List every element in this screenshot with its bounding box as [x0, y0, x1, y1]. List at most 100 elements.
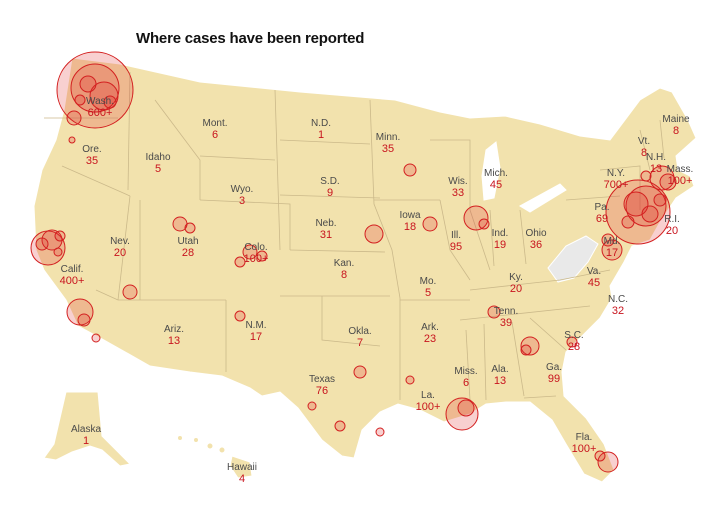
state-count-n-d: 1	[318, 129, 324, 141]
state-count-n-h: 13	[650, 163, 662, 175]
west-virginia-shape	[547, 235, 599, 283]
state-name-wis: Wis.	[448, 176, 467, 187]
case-bubble	[103, 95, 117, 109]
case-bubble	[566, 336, 578, 348]
case-bubble	[605, 179, 671, 245]
state-name-ga: Ga.	[546, 362, 562, 373]
case-bubble	[79, 75, 97, 93]
case-bubble	[463, 205, 489, 231]
case-bubble	[68, 136, 76, 144]
state-count-maine: 8	[673, 125, 679, 137]
state-count-wis: 33	[452, 187, 464, 199]
state-name-n-c: N.C.	[608, 294, 628, 305]
case-bubble	[403, 163, 417, 177]
case-bubble	[640, 170, 652, 182]
state-count-la: 100+	[416, 401, 441, 413]
case-bubble	[601, 233, 615, 247]
state-count-fla: 100+	[572, 443, 597, 455]
state-name-calif: Calif.	[61, 264, 84, 275]
state-count-utah: 28	[182, 247, 194, 259]
state-count-mont: 6	[212, 129, 218, 141]
case-bubble	[422, 216, 438, 232]
state-count-ga: 99	[548, 373, 560, 385]
case-bubble	[623, 191, 649, 217]
state-name-ore: Ore.	[82, 144, 101, 155]
state-name-md: Md.	[604, 236, 621, 247]
state-count-kan: 8	[341, 269, 347, 281]
state-name-utah: Utah	[177, 236, 198, 247]
case-bubble	[594, 450, 606, 462]
lake-erie	[518, 183, 567, 213]
case-bubble	[520, 344, 532, 356]
state-count-tenn: 39	[500, 317, 512, 329]
case-bubble	[364, 224, 384, 244]
contiguous-us-land	[33, 57, 697, 483]
state-name-colo: Colo.	[244, 242, 267, 253]
state-count-neb: 31	[320, 229, 332, 241]
case-bubble	[234, 310, 246, 322]
state-name-mass: Mass.	[667, 164, 694, 175]
state-count-ariz: 13	[168, 335, 180, 347]
case-bubble	[234, 256, 246, 268]
case-bubble	[91, 333, 101, 343]
case-bubble	[184, 222, 196, 234]
state-name-va: Va.	[587, 266, 601, 277]
case-bubble	[353, 365, 367, 379]
state-name-iowa: Iowa	[399, 210, 421, 221]
case-bubble	[89, 81, 119, 111]
state-count-ky: 20	[510, 283, 522, 295]
case-bubble	[307, 401, 317, 411]
case-bubble	[334, 420, 346, 432]
state-count-ind: 19	[494, 239, 506, 251]
state-count-nev: 20	[114, 247, 126, 259]
state-count-md: 17	[606, 247, 618, 259]
state-count-va: 45	[588, 277, 600, 289]
state-name-idaho: Idaho	[145, 152, 170, 163]
case-bubble	[597, 451, 619, 473]
hawaii-shape	[177, 435, 253, 479]
case-bubble	[56, 51, 134, 129]
state-name-fla: Fla.	[576, 432, 593, 443]
case-bubbles	[30, 51, 677, 473]
state-count-n-y: 700+	[604, 179, 629, 191]
state-name-maine: Maine	[662, 114, 690, 125]
case-bubble	[641, 205, 659, 223]
case-bubble	[54, 230, 66, 242]
state-count-ohio: 36	[530, 239, 542, 251]
state-count-hawaii: 4	[239, 473, 245, 485]
state-name-nev: Nev.	[110, 236, 130, 247]
state-count-iowa: 18	[404, 221, 416, 233]
case-bubble	[66, 110, 82, 126]
case-bubble	[659, 173, 677, 191]
case-bubble	[649, 165, 675, 191]
case-bubble	[601, 239, 623, 261]
case-bubble	[77, 313, 91, 327]
state-name-n-y: N.Y.	[607, 168, 625, 179]
state-name-alaska: Alaska	[71, 424, 101, 435]
state-count-s-d: 9	[327, 187, 333, 199]
state-name-ohio: Ohio	[525, 228, 547, 239]
case-bubble	[653, 193, 667, 207]
state-count-colo: 100+	[244, 253, 269, 265]
state-count-n-c: 32	[612, 305, 624, 317]
state-name-miss: Miss.	[454, 366, 477, 377]
state-count-vt: 8	[641, 147, 647, 159]
state-count-mo: 5	[425, 287, 431, 299]
state-name-s-d: S.D.	[320, 176, 339, 187]
state-count-ala: 13	[494, 375, 506, 387]
state-name-tenn: Tenn.	[494, 306, 518, 317]
state-name-neb: Neb.	[315, 218, 336, 229]
map-title: Where cases have been reported	[136, 30, 365, 47]
state-borders	[44, 71, 665, 401]
state-name-mont: Mont.	[202, 118, 227, 129]
state-count-wyo: 3	[239, 195, 245, 207]
state-name-mo: Mo.	[420, 276, 437, 287]
case-bubble	[74, 94, 86, 106]
case-bubble	[35, 237, 49, 251]
state-count-wash: 600+	[88, 107, 113, 119]
lake-michigan	[481, 141, 501, 201]
state-count-alaska: 1	[83, 435, 89, 447]
case-bubble	[41, 229, 63, 251]
state-name-texas: Texas	[309, 374, 335, 385]
state-count-pa: 69	[596, 213, 608, 225]
